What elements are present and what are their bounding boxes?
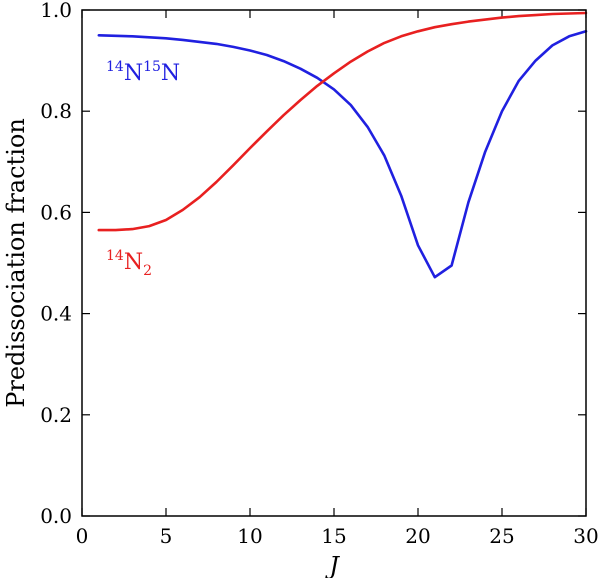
x-tick-label: 25 bbox=[489, 524, 514, 548]
y-tick-label: 0.6 bbox=[40, 200, 72, 224]
label-14n2-sub: 2 bbox=[143, 263, 152, 279]
label-14n15n-n-2: N bbox=[161, 61, 180, 86]
y-tick-label: 0.8 bbox=[40, 99, 72, 123]
y-axis-label: Predissociation fraction bbox=[2, 118, 30, 408]
x-tick-label: 30 bbox=[573, 524, 598, 548]
series-line-0 bbox=[97, 29, 588, 279]
y-tick-label: 0.2 bbox=[40, 403, 72, 427]
x-tick-label: 0 bbox=[76, 524, 89, 548]
ticks bbox=[81, 9, 587, 517]
label-14n15n-n-1: N bbox=[124, 61, 143, 86]
label-14n2-sup: 14 bbox=[106, 248, 124, 264]
series-line-1 bbox=[97, 11, 588, 232]
plot-frame bbox=[81, 9, 587, 517]
series-label-14n15n: 14N15N bbox=[106, 59, 180, 86]
x-tick-label: 20 bbox=[405, 524, 430, 548]
x-tick-label: 15 bbox=[321, 524, 346, 548]
label-14n2-n: N bbox=[124, 250, 143, 275]
label-14n15n-sup-2: 15 bbox=[143, 59, 161, 75]
x-tick-label: 5 bbox=[160, 524, 173, 548]
x-tick-label: 10 bbox=[237, 524, 262, 548]
y-tick-label: 0.0 bbox=[40, 504, 72, 528]
x-axis-label: J bbox=[324, 552, 340, 578]
series-label-14n2: 14N2 bbox=[106, 248, 152, 279]
y-tick-label: 0.4 bbox=[40, 302, 72, 326]
label-14n15n-sup-1: 14 bbox=[106, 59, 124, 75]
y-tick-label: 1.0 bbox=[40, 0, 72, 22]
series-lines bbox=[97, 11, 588, 279]
tick-labels: 0 5 10 15 20 25 30 0.0 0.2 0.4 0.6 0.8 1.0 bbox=[40, 0, 599, 548]
